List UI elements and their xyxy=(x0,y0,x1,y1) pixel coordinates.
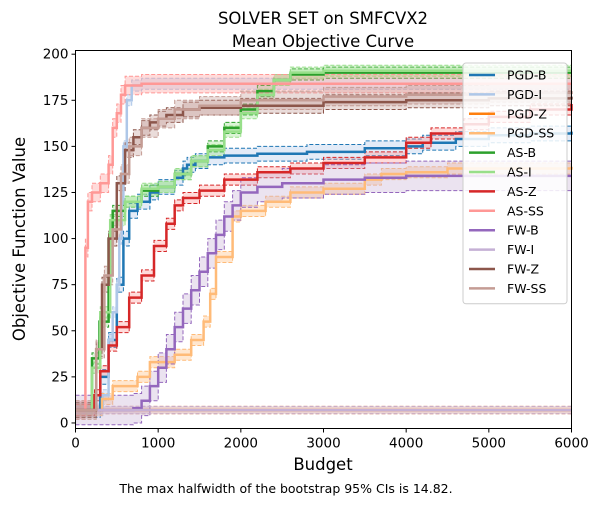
y-tick-label: 150 xyxy=(43,139,69,155)
series-lines xyxy=(75,69,573,412)
ci-lower-as-z xyxy=(75,109,572,417)
y-tick-label: 125 xyxy=(43,185,69,201)
legend-label-pgd-z: PGD-Z xyxy=(507,106,547,121)
series-line-fw-z xyxy=(75,96,573,412)
y-tick-label: 100 xyxy=(43,231,69,247)
y-tick-label: 50 xyxy=(51,323,68,339)
series-line-as-z xyxy=(75,104,573,412)
chart-title-line1: SOLVER SET on SMFCVX2 xyxy=(218,9,428,28)
series-line-as-ss xyxy=(75,82,572,412)
y-axis: 0 25 50 75 100 125 150 175 200 xyxy=(43,47,76,431)
ci-upper-pgd-i xyxy=(75,77,572,405)
legend-label-as-b: AS-B xyxy=(507,145,536,160)
y-tick-label: 0 xyxy=(60,415,69,431)
legend-label-as-z: AS-Z xyxy=(507,184,537,199)
y-tick-label: 175 xyxy=(43,93,69,109)
series-line-fw-ss xyxy=(75,91,573,412)
series-line-fw-b xyxy=(75,174,572,412)
ci-lower-fw-b xyxy=(75,190,572,426)
x-tick-label: 5000 xyxy=(472,436,506,452)
y-tick-label: 75 xyxy=(51,277,68,293)
x-tick-label: 0 xyxy=(71,436,80,452)
ci-upper-as-ss xyxy=(75,74,572,402)
legend-label-fw-z: FW-Z xyxy=(507,262,539,277)
legend-label-fw-i: FW-I xyxy=(507,242,534,257)
legend-label-fw-b: FW-B xyxy=(507,223,539,238)
x-tick-label: 4000 xyxy=(389,436,423,452)
x-tick-label: 3000 xyxy=(306,436,340,452)
y-tick-label: 25 xyxy=(51,369,68,385)
legend-label-as-i: AS-I xyxy=(507,165,532,180)
y-tick-label: 200 xyxy=(43,47,69,63)
ci-upper-as-z xyxy=(75,98,572,405)
chart-caption: The max halfwidth of the bootstrap 95% C… xyxy=(118,481,452,496)
legend-label-pgd-i: PGD-I xyxy=(507,87,542,102)
x-tick-label: 2000 xyxy=(224,436,258,452)
x-axis: 0 1000 2000 3000 4000 5000 6000 xyxy=(71,428,589,452)
legend-label-fw-ss: FW-SS xyxy=(507,281,546,296)
chart-title-line2: Mean Objective Curve xyxy=(232,32,414,51)
legend-box xyxy=(462,62,568,305)
legend-label-pgd-ss: PGD-SS xyxy=(507,126,554,141)
x-tick-label: 6000 xyxy=(554,436,588,452)
legend-label-pgd-b: PGD-B xyxy=(507,68,547,83)
ci-lower-pgd-i xyxy=(75,88,572,417)
y-axis-label: Objective Function Value xyxy=(10,137,29,341)
legend: PGD-B PGD-I PGD-Z PGD-SS AS-B AS-I AS-Z AS-SS FW… xyxy=(462,62,568,305)
x-tick-label: 1000 xyxy=(141,436,175,452)
legend-label-as-ss: AS-SS xyxy=(507,203,544,218)
ci-band-pgd-ss xyxy=(75,161,572,416)
x-axis-label: Budget xyxy=(293,455,353,474)
series-line-pgd-i xyxy=(75,82,572,412)
